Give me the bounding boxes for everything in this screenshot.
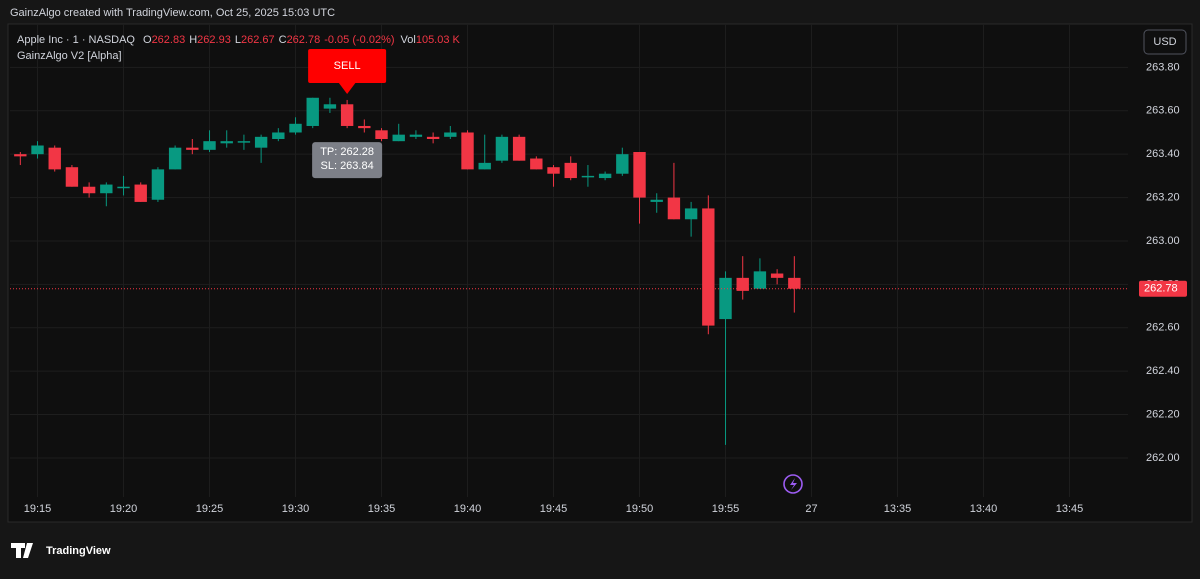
chart-panel [7,23,1193,523]
candle-body [426,136,440,139]
candle-body [684,208,698,220]
candle-body [289,123,302,133]
x-tick-label: 19:15 [24,503,52,515]
x-tick-label: 19:30 [282,503,310,515]
candle-body [358,125,371,129]
y-tick-label: 262.60 [1146,322,1180,334]
volume-value: 105.03 K [416,34,461,46]
ohlc-value: 262.78 [287,34,321,46]
candle-body [770,273,784,278]
y-tick-label: 263.60 [1146,105,1180,117]
candle-body [547,167,560,174]
candle-body [788,277,801,289]
symbol: Apple Inc · 1 · NASDAQ [17,34,135,46]
x-tick-label: 19:45 [540,503,568,515]
ohlc-legend: Apple Inc · 1 · NASDAQ O262.83 H262.93 L262… [17,34,461,46]
candle-body [564,162,577,179]
candle-body [48,147,61,170]
ohlc-key: H [189,34,197,46]
indicator-name: GainzAlgo V2 [Alpha] [17,50,122,62]
candle-body [65,167,79,187]
ohlc-value: 262.93 [197,34,231,46]
brand-logo [11,543,33,558]
last-price-box [1139,280,1187,297]
x-tick-label: 19:40 [454,503,482,515]
x-tick-label: 19:35 [368,503,396,515]
currency-button[interactable] [1143,29,1187,55]
ohlc-key: O [143,34,152,46]
candle-body [100,184,113,194]
ohlc-key: L [235,34,241,46]
last-price-label: 262.78 [1144,283,1178,295]
candle-body [306,97,319,126]
candle-body [323,104,337,109]
candle-body [186,147,199,150]
candle-body [272,132,285,139]
candle-body [495,136,509,161]
signal-tooltip-line: SL: 263.84 [321,160,374,172]
candle-body [650,199,663,202]
replay-icon[interactable] [783,474,803,494]
candle-body [134,184,147,202]
candle-body [478,162,491,170]
signal-tooltip [312,142,383,179]
x-tick-label: 19:20 [110,503,138,515]
candle-body [220,141,233,144]
candle-body [203,141,216,150]
candle-body [616,154,629,174]
x-tick-label: 19:55 [712,503,740,515]
signal-box [308,48,387,83]
candle-body [702,208,715,326]
candle-body [151,169,165,200]
signal-pointer [338,81,357,94]
y-tick-label: 263.80 [1146,61,1180,73]
candle-body [117,186,130,189]
candle-body [736,277,749,291]
candle-body [31,145,44,155]
ohlc-key: C [279,34,287,46]
x-tick-label: 27 [805,503,817,515]
x-tick-label: 13:35 [884,503,912,515]
candle-body [82,186,96,194]
change: -0.05 (-0.02%) [324,34,394,46]
candle-body [581,175,595,178]
candle-body [340,104,354,126]
candle-body [598,173,612,179]
candle-body [444,132,457,137]
candle-body [375,130,388,139]
candle-body [753,271,767,289]
candle-body [667,197,681,220]
candle-body [633,152,646,198]
y-tick-label: 263.40 [1146,148,1180,160]
y-tick-label: 262.40 [1146,365,1180,377]
y-tick-label: 263.20 [1146,191,1180,203]
brand: TradingView [46,545,111,557]
candle-body [461,132,474,170]
signal-label: SELL [334,60,361,72]
candle-body [392,134,405,142]
ohlc-value: 262.67 [241,34,275,46]
x-tick-label: 19:25 [196,503,224,515]
candle-body [237,141,251,143]
y-tick-label: 263.00 [1146,235,1180,247]
ohlc-value: 262.83 [152,34,186,46]
currency: USD [1153,36,1176,48]
y-tick-label: 262.00 [1146,452,1180,464]
volume-key: Vol [401,34,416,46]
y-tick-label: 262.20 [1146,408,1180,420]
candle-body [409,134,423,137]
x-tick-label: 19:50 [626,503,654,515]
candle-body [14,154,27,157]
credit: GainzAlgo created with TradingView.com, … [10,7,335,19]
candle-body [719,277,732,320]
candle-body [512,136,526,161]
x-tick-label: 13:45 [1056,503,1084,515]
candle-body [254,136,268,148]
signal-tooltip-line: TP: 262.28 [320,146,374,158]
candle-body [530,158,543,170]
x-tick-label: 13:40 [970,503,998,515]
candle-body [168,147,182,170]
